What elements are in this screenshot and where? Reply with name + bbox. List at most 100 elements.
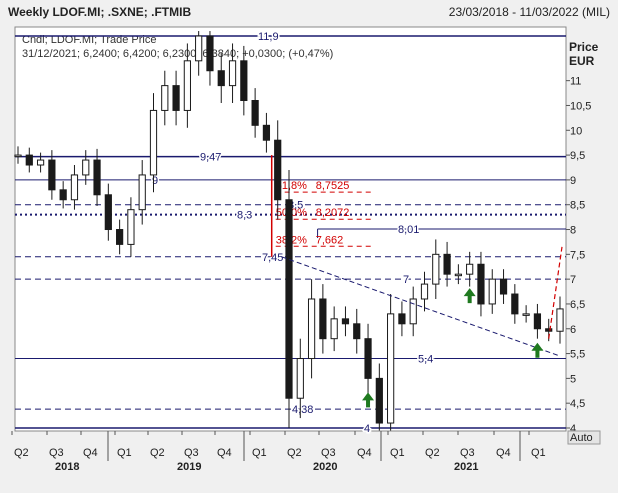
year-label: 2018 (55, 461, 79, 473)
fib-percent: 61,8% (276, 180, 307, 192)
level-label: 5,4 (418, 354, 433, 366)
quarter-label: Q4 (217, 447, 232, 459)
candle-body (228, 60, 237, 87)
quarter-label: Q4 (357, 447, 372, 459)
candle-body (353, 323, 361, 340)
candle-body (36, 159, 45, 166)
candle-body (307, 298, 316, 360)
up-arrow-icon (531, 342, 544, 358)
y-tick-label: 8,5 (570, 200, 585, 212)
candle-body (127, 209, 135, 245)
year-label: 2020 (313, 461, 337, 473)
level-label: 8,3 (237, 210, 252, 222)
candle-body (545, 328, 553, 332)
y-tick-label: 10 (570, 125, 582, 137)
up-arrow-icon (362, 392, 375, 408)
candle-body (398, 313, 406, 325)
candle-body (206, 35, 214, 72)
candle-body (364, 338, 372, 379)
candle-body (466, 263, 474, 275)
quarter-label: Q1 (117, 447, 132, 459)
year-label: 2021 (454, 461, 478, 473)
price-chart[interactable]: Cndl; LDOF.MI; Trade Price 31/12/2021; 6,… (0, 24, 618, 493)
legend-line-2: 31/12/2021; 6,2400; 6,4200; 6,2300; 6,38… (22, 48, 333, 60)
candle-body (296, 358, 304, 399)
y-tick-label: 9,5 (570, 150, 585, 162)
y-tick-label: 7,5 (570, 249, 585, 261)
y-tick-label: 4 (570, 423, 576, 435)
candle-body (387, 313, 395, 424)
quarter-label: Q1 (390, 447, 405, 459)
date-range: 23/03/2018 - 11/03/2022 (MIL) (448, 5, 610, 19)
level-label: 8,01 (398, 224, 419, 236)
legend-line-1: Cndl; LDOF.MI; Trade Price (22, 34, 157, 46)
quarter-label: Q3 (49, 447, 64, 459)
up-arrow-icon (463, 288, 476, 304)
candle-body (149, 109, 158, 176)
candle-body (251, 100, 259, 126)
candle-body (511, 293, 519, 315)
candle-body (161, 85, 169, 111)
candle-body (93, 159, 101, 196)
y-tick-label: 6 (570, 324, 576, 336)
candle-body (274, 139, 282, 201)
title-bar: Weekly LDOF.MI; .SXNE; .FTMIB 23/03/2018… (0, 0, 618, 24)
candle-body (172, 85, 180, 111)
y-tick-label: 9 (570, 175, 576, 187)
candle-body (138, 174, 146, 211)
level-label: 9,47 (200, 152, 221, 164)
candle-body (522, 313, 530, 316)
quarter-label: Q2 (150, 447, 165, 459)
level-label: 7 (403, 274, 409, 286)
candle-body (330, 318, 338, 340)
candle-body (262, 124, 271, 141)
y-tick-label: 11 (570, 76, 581, 88)
quarter-label: Q4 (496, 447, 511, 459)
quarter-label: Q3 (460, 447, 475, 459)
candle-body (432, 253, 440, 285)
candle-body (70, 174, 79, 201)
auto-button[interactable] (567, 430, 601, 445)
y-tick-label: 5,5 (570, 349, 585, 361)
quarter-label: Q1 (531, 447, 546, 459)
fib-value: 8,7525 (316, 180, 350, 192)
quarter-label: Q3 (184, 447, 199, 459)
fib-value: 8,2072 (316, 207, 350, 219)
level-label: 4 (364, 423, 370, 435)
candle-body (48, 159, 56, 191)
candle-body (454, 273, 462, 277)
year-label: 2019 (177, 461, 201, 473)
candle-body (217, 70, 225, 87)
quarter-label: Q2 (287, 447, 302, 459)
fib-value: 7,662 (316, 234, 344, 246)
quarter-label: Q2 (425, 447, 440, 459)
quarter-label: Q4 (83, 447, 98, 459)
candle-body (477, 263, 485, 305)
candle-body (319, 298, 327, 340)
candle-body (116, 229, 124, 245)
y-tick-label: 10,5 (570, 100, 591, 112)
candle-body (82, 159, 90, 176)
y-tick-label: 8 (570, 225, 576, 237)
trendline (281, 256, 561, 357)
candle-body (533, 313, 542, 330)
quarter-label: Q3 (321, 447, 336, 459)
auto-label: Auto (570, 432, 593, 444)
price-axis-title: Price (569, 40, 599, 54)
level-label: 4,38 (292, 404, 313, 416)
candle-body (195, 35, 203, 62)
candle-body (375, 377, 383, 424)
y-tick-label: 5 (570, 373, 576, 385)
level-label: 9 (152, 175, 158, 187)
candle-body (488, 278, 496, 305)
candle-body (341, 318, 350, 325)
level-label: 7,45 (262, 252, 283, 264)
y-tick-label: 4,5 (570, 398, 585, 410)
candle-body (443, 253, 451, 275)
candle-body (25, 154, 33, 166)
candle-body (409, 298, 417, 325)
chart-title: Weekly LDOF.MI; .SXNE; .FTMIB (8, 5, 192, 19)
y-tick-label: 7 (570, 274, 576, 286)
candle-body (183, 60, 191, 111)
